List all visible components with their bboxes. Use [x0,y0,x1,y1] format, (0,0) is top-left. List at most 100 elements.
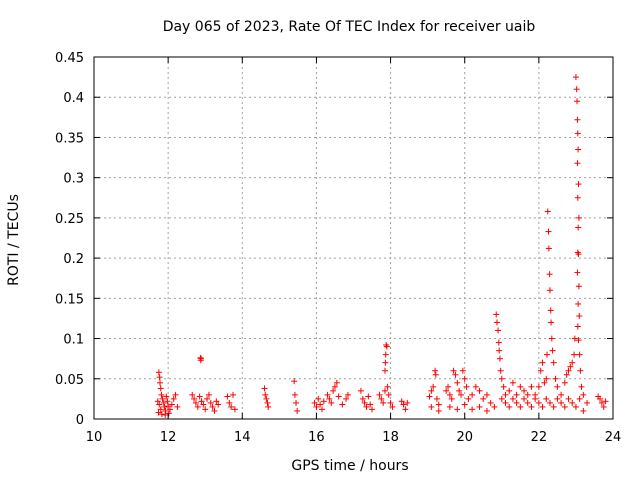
data-point [196,393,203,400]
data-point [428,387,435,394]
data-point [172,391,179,398]
data-point [576,395,583,402]
data-point [404,399,411,406]
data-point [548,319,555,326]
data-point [189,391,196,398]
data-point [461,375,468,382]
data-point [156,374,163,381]
data-point [469,406,476,413]
data-point [517,383,524,390]
chart-title: Day 065 of 2023, Rate Of TEC Index for r… [163,19,536,35]
data-point [435,407,442,414]
data-point [157,385,164,392]
data-point [207,399,214,406]
data-point [168,401,175,408]
y-axis-label: ROTI / TECUs [6,194,22,286]
data-point [576,351,583,358]
data-point [380,399,387,406]
data-point [513,391,520,398]
data-point [552,375,559,382]
data-point [506,403,513,410]
data-point [550,359,557,366]
x-tick-label: 16 [308,430,325,445]
data-point [545,228,552,235]
data-point [155,409,162,416]
data-point [554,395,561,402]
data-point [524,399,531,406]
data-point [561,403,568,410]
y-tick-label: 0.2 [63,252,84,267]
data-point [261,385,268,392]
data-point [159,395,166,402]
x-tick-label: 14 [234,430,251,445]
data-point [597,395,604,402]
data-point [326,395,333,402]
data-point [502,391,509,398]
data-point [498,395,505,402]
data-point [577,367,584,374]
data-point [574,130,581,137]
data-point [384,383,391,390]
data-point [535,399,542,406]
data-point [544,351,551,358]
data-point [528,403,535,410]
data-point [575,181,582,188]
data-point [330,387,337,394]
data-point [495,339,502,346]
data-point [230,391,237,398]
data-point [294,407,301,414]
data-point [154,398,161,405]
data-point [162,411,169,418]
y-tick-label: 0.4 [63,91,84,106]
data-point [571,351,578,358]
data-point [463,383,470,390]
data-point [563,371,570,378]
data-point [291,378,298,385]
data-point [454,379,461,386]
data-point [382,387,389,394]
data-point [161,403,168,410]
data-point [265,403,272,410]
data-point [158,411,165,418]
data-point [324,391,331,398]
data-point [561,379,568,386]
data-point [573,86,580,93]
data-point [575,251,582,258]
data-point [400,401,407,408]
data-points [154,74,609,418]
data-point [574,98,581,105]
data-point [194,403,201,410]
data-point [363,403,370,410]
data-point [521,387,528,394]
data-point [483,407,490,414]
data-point [320,398,327,405]
data-point [192,399,199,406]
data-point [469,391,476,398]
data-point [513,399,520,406]
data-point [543,395,550,402]
data-point [448,395,455,402]
data-point [205,391,212,398]
data-point [191,395,198,402]
data-point [402,406,409,413]
data-point [293,399,300,406]
data-point [575,337,582,344]
data-point [571,335,578,342]
data-point [231,406,238,413]
grid-lines [94,57,613,419]
data-point [567,363,574,370]
data-point [376,391,383,398]
data-point [574,116,581,123]
data-point [472,383,479,390]
data-point [532,395,539,402]
data-point [224,393,231,400]
data-point [575,214,582,221]
data-point [575,146,582,153]
data-point [458,391,465,398]
data-point [313,403,320,410]
data-point [602,398,609,405]
data-point [430,383,437,390]
x-tick-label: 24 [605,430,622,445]
plot-frame [93,56,614,420]
data-point [502,399,509,406]
